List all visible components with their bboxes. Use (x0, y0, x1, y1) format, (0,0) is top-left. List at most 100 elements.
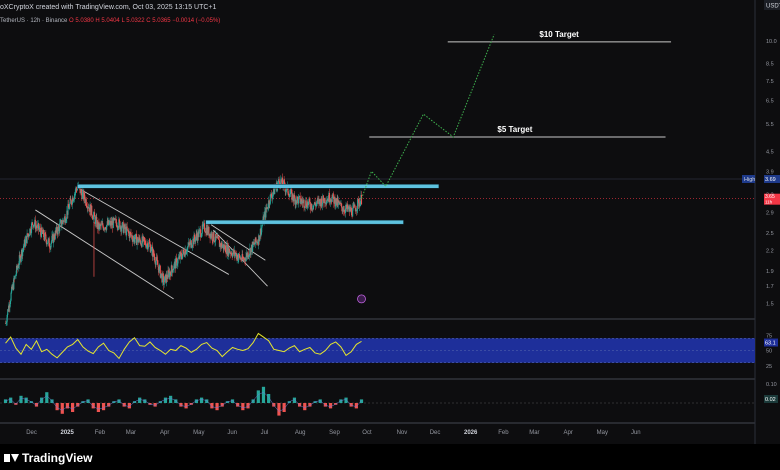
candle-body (64, 216, 66, 219)
candle-body (189, 241, 191, 246)
candle-body (187, 245, 189, 248)
candle-body (205, 232, 207, 233)
candle-body (223, 244, 225, 250)
macd-histogram-bar (246, 403, 250, 409)
brand-bar: TradingView (0, 444, 780, 470)
candle-body (334, 197, 336, 207)
candle-body (59, 223, 61, 232)
time-tick-label: Feb (498, 430, 509, 436)
candle-body (260, 228, 262, 235)
brand-logo[interactable]: TradingView (4, 451, 92, 465)
candle-body (270, 193, 272, 195)
candle-body (123, 224, 125, 228)
candle-body (200, 229, 202, 238)
macd-histogram-bar (50, 399, 54, 403)
candle-body (257, 242, 259, 244)
candle-body (18, 264, 20, 268)
candle-body (140, 243, 143, 247)
candle-body (201, 233, 203, 237)
candle-body (330, 199, 332, 203)
candle-body (58, 226, 60, 228)
candle-body (156, 260, 159, 265)
candle-body (167, 270, 169, 279)
candle-body (229, 252, 232, 254)
candle-body (25, 236, 28, 244)
candle-body (216, 237, 218, 239)
candle-body (252, 242, 254, 252)
candle-body (133, 237, 135, 239)
candle-body (21, 249, 23, 258)
candle-body (10, 292, 12, 301)
candle-body (301, 201, 303, 204)
macd-histogram-bar (339, 399, 343, 403)
candle-body (109, 220, 111, 223)
candle-body (172, 270, 174, 273)
candle-body (192, 238, 195, 245)
candle-body (60, 220, 62, 222)
candle-body (131, 235, 133, 240)
candle-body (225, 252, 227, 254)
time-tick-label: Jul (261, 430, 269, 436)
candle-body (299, 195, 301, 204)
candle-body (191, 245, 193, 248)
candle-body (212, 231, 214, 241)
candle-body (290, 189, 292, 194)
candle-body (223, 244, 225, 249)
candle-body (341, 203, 343, 208)
candle-body (16, 265, 18, 274)
candle-body (353, 204, 355, 207)
candle-body (25, 236, 27, 240)
macd-histogram-bar (323, 403, 327, 407)
candle-body (337, 197, 339, 206)
rsi-value-label: 63.1 (765, 341, 776, 347)
candle-body (278, 179, 280, 183)
macd-histogram-bar (122, 403, 126, 407)
candle-body (188, 242, 190, 244)
macd-histogram-bar (344, 397, 348, 403)
macd-histogram-bar (86, 399, 90, 403)
candle-body (111, 221, 113, 225)
candle-body (191, 247, 193, 248)
candle-body (24, 239, 26, 247)
macd-histogram-bar (107, 403, 111, 407)
candle-body (162, 273, 164, 277)
price-tick-label: 2.2 (766, 248, 774, 254)
candle-body (194, 234, 196, 239)
candle-body (332, 193, 334, 197)
candle-body (14, 275, 17, 277)
candle-body (32, 222, 34, 226)
candle-body (300, 202, 302, 204)
macd-histogram-bar (9, 397, 13, 403)
candle-body (47, 239, 49, 244)
candle-body (32, 225, 34, 227)
candle-body (198, 229, 201, 231)
candle-body (310, 203, 312, 210)
candle-body (152, 250, 154, 257)
candle-body (290, 189, 292, 191)
candle-body (292, 193, 294, 200)
candle-body (297, 197, 300, 204)
candle-body (110, 221, 112, 226)
candle-body (150, 250, 152, 253)
candle-body (263, 214, 265, 223)
candle-body (159, 265, 161, 267)
price-tick-label: 8.5 (766, 62, 774, 68)
candle-body (226, 244, 228, 255)
candle-body (12, 283, 14, 290)
candle-body (203, 223, 205, 224)
candle-body (195, 237, 197, 242)
candle-body (285, 190, 287, 191)
candle-body (57, 226, 59, 235)
candle-body (251, 244, 253, 252)
candle-body (297, 198, 299, 204)
candle-body (118, 219, 120, 222)
candle-body (227, 244, 229, 256)
candle-body (45, 234, 47, 240)
high-badge (742, 174, 755, 183)
time-tick-label: Jun (227, 430, 237, 436)
candle-body (179, 252, 181, 259)
candle-body (296, 196, 298, 204)
candle-body (182, 249, 184, 255)
candle-body (121, 227, 123, 232)
